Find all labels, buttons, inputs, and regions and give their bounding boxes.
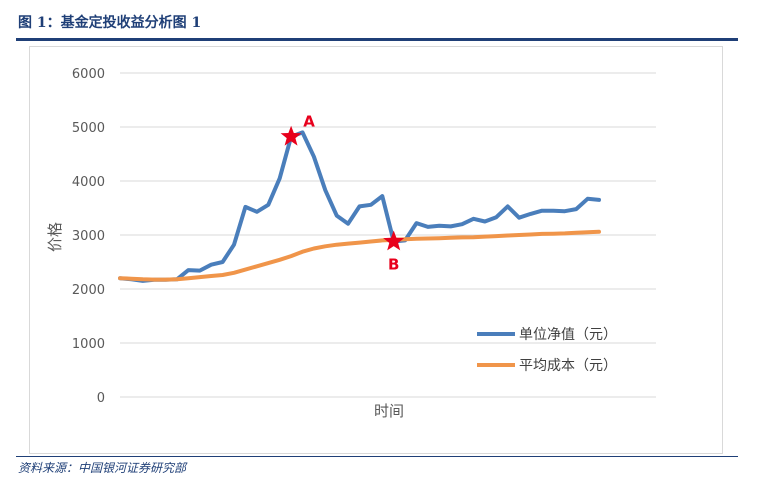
gridlines	[120, 72, 656, 398]
y-tick-1000: 1000	[72, 337, 105, 352]
title-rule	[16, 38, 738, 41]
y-tick-0: 0	[97, 391, 105, 406]
cost-series-line	[118, 229, 601, 282]
source-rule	[16, 456, 738, 457]
star-marker-b	[383, 230, 405, 251]
legend-label-nav: 单位净值（元）	[519, 327, 617, 343]
series-lines	[118, 130, 601, 283]
y-tick-4000: 4000	[72, 175, 105, 190]
y-axis-label: 价格	[46, 222, 64, 252]
nav-series-line	[118, 130, 601, 283]
source-note: 资料来源：中国银河证券研究部	[18, 461, 187, 475]
legend: 单位净值（元） 平均成本（元）	[477, 327, 617, 374]
y-tick-6000: 6000	[72, 67, 105, 82]
marker-label-a: A	[303, 113, 315, 131]
x-axis-label: 时间	[374, 402, 404, 420]
point-markers: AB	[280, 113, 405, 273]
y-tick-3000: 3000	[72, 229, 105, 244]
y-tick-5000: 5000	[72, 121, 105, 136]
legend-label-cost: 平均成本（元）	[519, 358, 617, 374]
star-marker-a	[280, 125, 302, 146]
figure-title: 图 1：基金定投收益分析图 1	[18, 15, 202, 31]
marker-label-b: B	[388, 255, 399, 273]
y-tick-labels: 0 1000 2000 3000 4000 5000 6000	[72, 67, 105, 406]
y-tick-2000: 2000	[72, 283, 105, 298]
